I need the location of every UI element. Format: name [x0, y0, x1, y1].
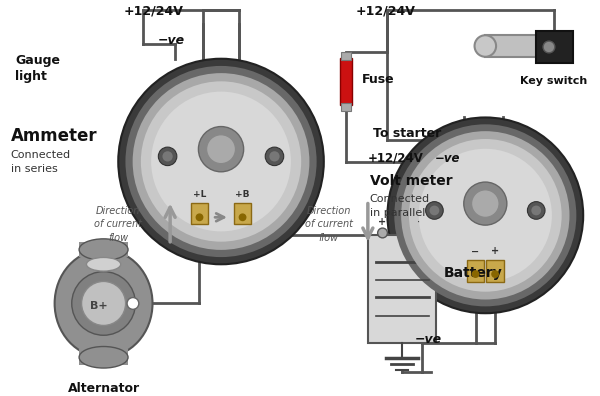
Text: −: −: [417, 217, 427, 227]
Text: in series: in series: [11, 164, 58, 175]
Text: Volt meter: Volt meter: [370, 174, 452, 188]
Bar: [191, 203, 208, 224]
Ellipse shape: [532, 39, 546, 53]
Text: Connected: Connected: [11, 150, 71, 160]
Text: +: +: [379, 217, 386, 227]
Text: Fuse: Fuse: [362, 73, 395, 86]
Circle shape: [199, 127, 244, 172]
Circle shape: [394, 124, 577, 307]
Circle shape: [125, 66, 317, 257]
Bar: [341, 52, 351, 60]
Circle shape: [265, 147, 284, 166]
Circle shape: [430, 206, 439, 215]
Text: of current: of current: [305, 219, 353, 229]
Text: +: +: [491, 246, 499, 257]
Bar: [79, 242, 128, 257]
Text: Ammeter: Ammeter: [11, 127, 97, 145]
Text: +12/24V: +12/24V: [368, 152, 424, 165]
Text: Gauge: Gauge: [16, 54, 61, 67]
Text: Connected: Connected: [370, 194, 430, 204]
Text: in parallel: in parallel: [370, 208, 425, 219]
Text: −ve: −ve: [434, 152, 460, 165]
Circle shape: [409, 139, 562, 292]
Text: −ve: −ve: [415, 333, 442, 346]
Bar: [536, 31, 574, 63]
Text: Key switch: Key switch: [520, 76, 587, 86]
Circle shape: [377, 228, 388, 238]
Text: +12/24V: +12/24V: [356, 5, 416, 18]
Circle shape: [206, 135, 235, 164]
Circle shape: [532, 206, 541, 215]
Circle shape: [472, 270, 479, 278]
Bar: [340, 58, 352, 105]
Text: of current: of current: [94, 219, 142, 229]
Circle shape: [419, 149, 552, 282]
Ellipse shape: [79, 239, 128, 261]
Text: −ve: −ve: [157, 34, 185, 47]
Circle shape: [269, 151, 280, 162]
Bar: [486, 261, 504, 282]
Ellipse shape: [72, 272, 136, 335]
Ellipse shape: [86, 257, 121, 271]
Circle shape: [425, 202, 443, 219]
Circle shape: [543, 41, 555, 53]
Circle shape: [133, 73, 310, 250]
Circle shape: [163, 151, 173, 162]
Circle shape: [527, 202, 545, 219]
Ellipse shape: [475, 35, 496, 57]
Bar: [368, 235, 436, 343]
Text: flow: flow: [319, 233, 339, 243]
Text: light: light: [16, 70, 47, 84]
Circle shape: [118, 59, 324, 264]
Bar: [341, 103, 351, 110]
Text: +L: +L: [193, 190, 206, 199]
Circle shape: [472, 190, 499, 217]
Bar: [234, 203, 251, 224]
Ellipse shape: [55, 249, 152, 357]
Ellipse shape: [82, 282, 125, 326]
Text: To starter: To starter: [373, 127, 441, 140]
Circle shape: [401, 131, 569, 299]
Text: Direction: Direction: [96, 206, 140, 215]
Circle shape: [141, 81, 301, 242]
Circle shape: [464, 182, 507, 225]
Bar: [467, 261, 484, 282]
Text: flow: flow: [108, 233, 128, 243]
Text: −: −: [472, 246, 479, 257]
Text: Alternator: Alternator: [68, 382, 140, 395]
Bar: [79, 349, 128, 365]
Circle shape: [388, 118, 583, 313]
Text: +B: +B: [235, 190, 250, 199]
Circle shape: [239, 213, 247, 221]
Circle shape: [127, 297, 139, 309]
Text: B+: B+: [90, 301, 107, 311]
Text: +12/24V: +12/24V: [123, 5, 183, 18]
Ellipse shape: [79, 346, 128, 368]
Text: Battery: Battery: [444, 266, 503, 280]
Bar: [485, 35, 539, 57]
Circle shape: [491, 270, 499, 278]
Text: Direction: Direction: [307, 206, 351, 215]
Circle shape: [158, 147, 177, 166]
Circle shape: [196, 213, 203, 221]
Circle shape: [151, 91, 291, 231]
